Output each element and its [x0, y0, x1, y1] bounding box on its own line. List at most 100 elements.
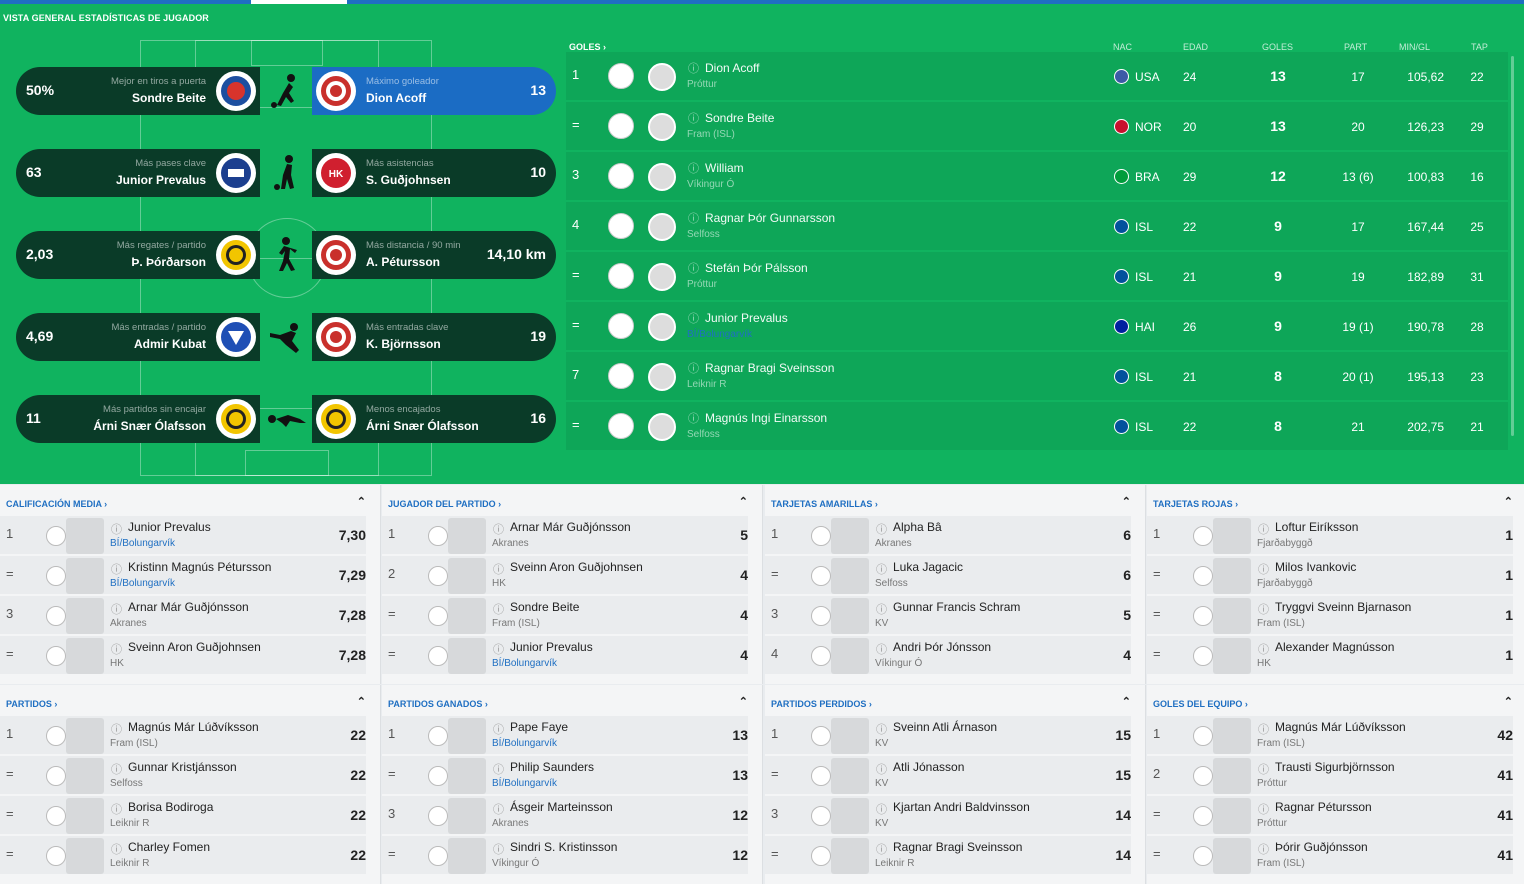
list-item[interactable]: 1 ⓘ Alpha Bâ Akranes 6: [765, 516, 1131, 554]
player-face-icon[interactable]: [1213, 798, 1251, 834]
list-item[interactable]: = ⓘ Sondre Beite Fram (ISL) 4: [382, 596, 748, 634]
list-item[interactable]: = ⓘ Þórir Guðjónsson Fram (ISL) 41: [1147, 836, 1513, 874]
club-name-link[interactable]: Akranes: [492, 538, 529, 549]
club-crest-icon[interactable]: [811, 526, 831, 546]
player-name-link[interactable]: Ragnar Bragi Sveinsson: [893, 840, 1023, 854]
scrollbar[interactable]: [1511, 56, 1514, 436]
info-icon[interactable]: ⓘ: [688, 213, 699, 225]
chevron-up-icon[interactable]: ⌃: [1121, 496, 1131, 508]
scorer-row[interactable]: 3 ⓘ William Víkingur Ó BRA 29 12 13 (6) 100,83 16: [566, 152, 1508, 200]
list-item[interactable]: 3 ⓘ Gunnar Francis Schram KV 5: [765, 596, 1131, 634]
list-item[interactable]: 1 ⓘ Loftur Eiríksson Fjarðabyggð 1: [1147, 516, 1513, 554]
chevron-up-icon[interactable]: ⌃: [356, 496, 366, 508]
club-name-link[interactable]: Fram (ISL): [110, 738, 158, 749]
club-name-link[interactable]: HK: [1257, 658, 1271, 669]
player-face-icon[interactable]: [831, 758, 869, 794]
club-name-link[interactable]: HK: [492, 578, 506, 589]
column-header-part[interactable]: PART: [1344, 42, 1368, 52]
player-name-link[interactable]: Kristinn Magnús Pétursson: [128, 560, 272, 574]
club-name-link[interactable]: Selfoss: [687, 429, 720, 440]
club-crest-icon[interactable]: [428, 606, 448, 626]
club-name-link[interactable]: Próttur: [687, 279, 718, 290]
club-name-link[interactable]: Fram (ISL): [1257, 618, 1305, 629]
club-crest-icon[interactable]: [1193, 646, 1213, 666]
list-item[interactable]: = ⓘ Tryggvi Sveinn Bjarnason Fram (ISL) 1: [1147, 596, 1513, 634]
club-crest-icon[interactable]: [608, 113, 634, 139]
list-item[interactable]: 2 ⓘ Trausti Sigurbjörnsson Próttur 41: [1147, 756, 1513, 794]
club-crest-icon[interactable]: [46, 526, 66, 546]
info-icon[interactable]: ⓘ: [1258, 844, 1269, 856]
right-stat-card[interactable]: Más distancia / 90 min A. Pétursson 14,1…: [312, 231, 556, 279]
club-name-link[interactable]: BÍ/Bolungarvík: [110, 578, 176, 589]
player-name-link[interactable]: Ásgeir Marteinsson: [510, 800, 613, 814]
list-item[interactable]: = ⓘ Sveinn Aron Guðjohnsen HK 7,28: [0, 636, 366, 674]
club-crest-icon[interactable]: [1193, 526, 1213, 546]
player-name-link[interactable]: Magnús Ingi Einarsson: [705, 411, 828, 425]
club-crest-icon[interactable]: [608, 163, 634, 189]
club-crest-icon[interactable]: [1193, 606, 1213, 626]
club-crest-icon[interactable]: [46, 846, 66, 866]
player-face-icon[interactable]: [66, 638, 104, 674]
info-icon[interactable]: ⓘ: [111, 524, 122, 536]
player-face-icon[interactable]: [66, 838, 104, 874]
player-face-icon[interactable]: [831, 798, 869, 834]
info-icon[interactable]: ⓘ: [493, 844, 504, 856]
player-face-icon[interactable]: [66, 518, 104, 554]
right-stat-card[interactable]: Menos encajados Árni Snær Ólafsson 16: [312, 395, 556, 443]
player-name-link[interactable]: Borisa Bodiroga: [128, 800, 214, 814]
info-icon[interactable]: ⓘ: [1258, 604, 1269, 616]
club-crest-icon[interactable]: [428, 726, 448, 746]
panel-title-link[interactable]: PARTIDOS ›: [6, 699, 58, 709]
list-item[interactable]: = ⓘ Ragnar Bragi Sveinsson Leiknir R 14: [765, 836, 1131, 874]
club-crest-icon[interactable]: [1193, 566, 1213, 586]
club-crest-icon[interactable]: [608, 363, 634, 389]
player-face-icon[interactable]: [648, 113, 676, 141]
club-name-link[interactable]: Próttur: [1257, 778, 1288, 789]
club-name-link[interactable]: KV: [875, 738, 889, 749]
list-item[interactable]: = ⓘ Milos Ivankovic Fjarðabyggð 1: [1147, 556, 1513, 594]
player-face-icon[interactable]: [648, 263, 676, 291]
list-item[interactable]: 2 ⓘ Sveinn Aron Guðjohnsen HK 4: [382, 556, 748, 594]
info-icon[interactable]: ⓘ: [493, 524, 504, 536]
club-name-link[interactable]: BÍ/Bolungarvík: [492, 738, 558, 749]
player-face-icon[interactable]: [1213, 758, 1251, 794]
club-crest-icon[interactable]: [46, 766, 66, 786]
club-crest-icon[interactable]: [46, 806, 66, 826]
club-crest-icon[interactable]: [608, 263, 634, 289]
list-item[interactable]: 4 ⓘ Andri Þór Jónsson Víkingur Ó 4: [765, 636, 1131, 674]
player-face-icon[interactable]: [648, 313, 676, 341]
club-crest-icon[interactable]: [428, 566, 448, 586]
player-name-link[interactable]: Atli Jónasson: [893, 760, 965, 774]
club-name-link[interactable]: KV: [875, 818, 889, 829]
panel-title-link[interactable]: GOLES DEL EQUIPO ›: [1153, 699, 1248, 709]
club-name-link[interactable]: BÍ/Bolungarvík: [687, 329, 753, 340]
club-crest-icon[interactable]: [1193, 846, 1213, 866]
club-crest-icon[interactable]: [811, 566, 831, 586]
player-name-link[interactable]: Loftur Eiríksson: [1275, 520, 1359, 534]
info-icon[interactable]: ⓘ: [1258, 764, 1269, 776]
club-name-link[interactable]: Leiknir R: [687, 379, 727, 390]
player-face-icon[interactable]: [66, 798, 104, 834]
player-face-icon[interactable]: [831, 598, 869, 634]
club-name-link[interactable]: Próttur: [687, 79, 718, 90]
info-icon[interactable]: ⓘ: [111, 564, 122, 576]
club-name-link[interactable]: Akranes: [875, 538, 912, 549]
player-name-link[interactable]: Þórir Guðjónsson: [1275, 840, 1368, 854]
club-crest-icon[interactable]: [811, 726, 831, 746]
list-item[interactable]: = ⓘ Philip Saunders BÍ/Bolungarvík 13: [382, 756, 748, 794]
info-icon[interactable]: ⓘ: [688, 163, 699, 175]
club-name-link[interactable]: Fjarðabyggð: [1257, 538, 1313, 549]
info-icon[interactable]: ⓘ: [493, 644, 504, 656]
club-name-link[interactable]: Fram (ISL): [687, 129, 735, 140]
player-face-icon[interactable]: [1213, 598, 1251, 634]
left-stat-card[interactable]: 50% Mejor en tiros a puerta Sondre Beite: [16, 67, 260, 115]
panel-title-link[interactable]: JUGADOR DEL PARTIDO ›: [388, 499, 502, 509]
club-name-link[interactable]: Akranes: [110, 618, 147, 629]
club-name-link[interactable]: Víkingur Ó: [687, 179, 735, 190]
club-crest-icon[interactable]: [46, 606, 66, 626]
club-name-link[interactable]: BÍ/Bolungarvík: [492, 778, 558, 789]
player-name-link[interactable]: Magnús Már Lúðvíksson: [128, 720, 259, 734]
player-name-link[interactable]: Charley Fomen: [128, 840, 211, 854]
list-item[interactable]: = ⓘ Borisa Bodiroga Leiknir R 22: [0, 796, 366, 834]
player-name-link[interactable]: Alexander Magnússon: [1275, 640, 1395, 654]
